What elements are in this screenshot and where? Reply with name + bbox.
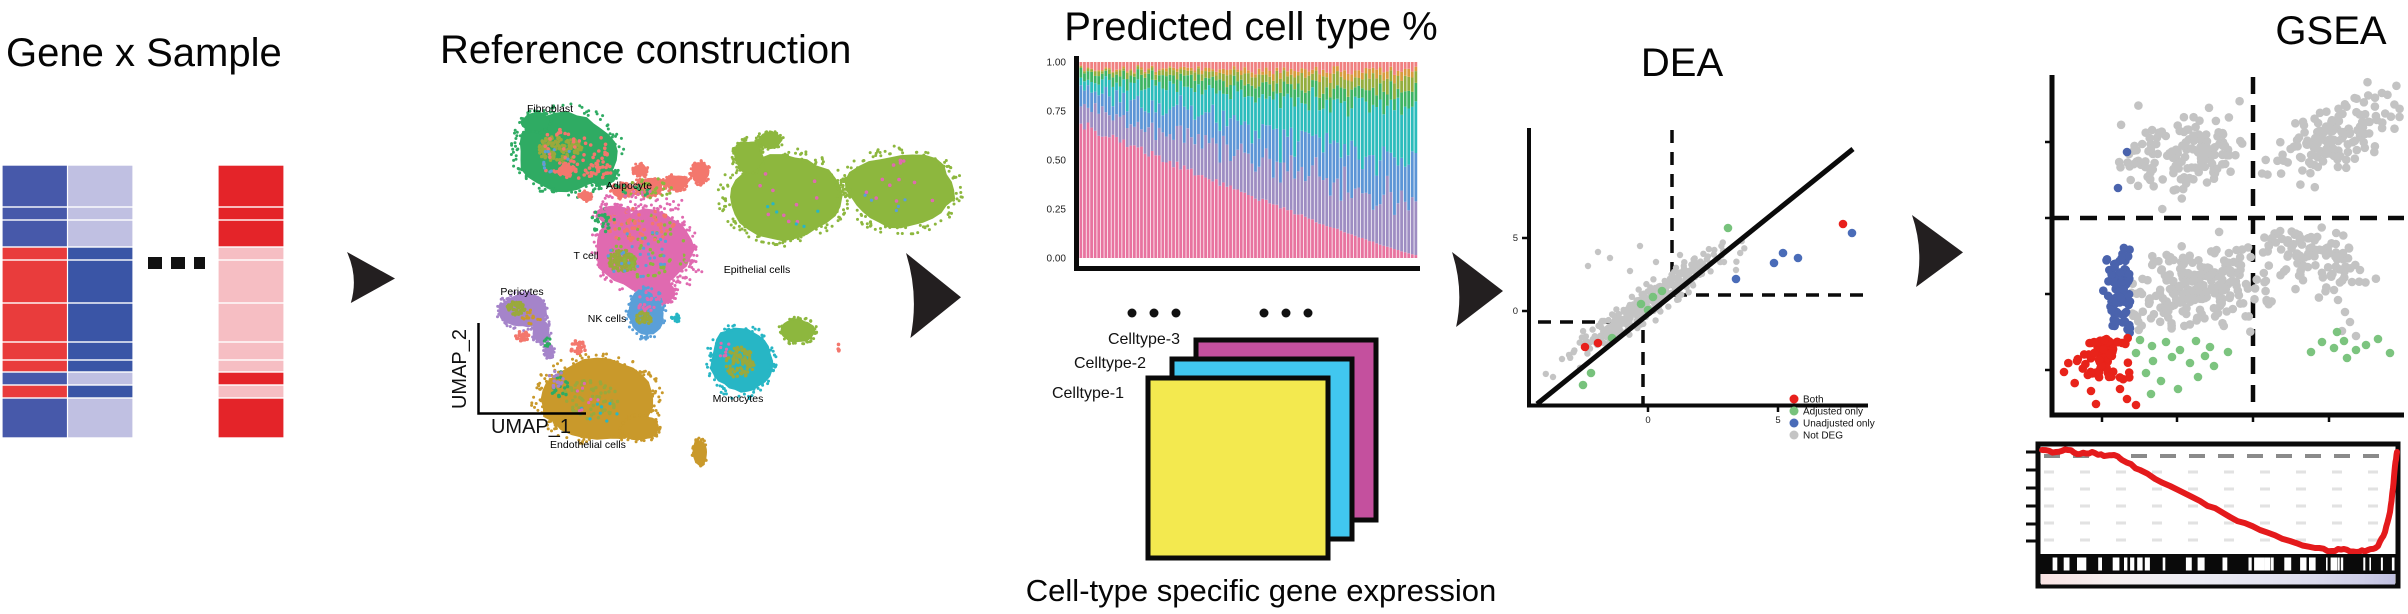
dea-legend: Both Adjusted only Unadjusted only Not D… [1789,394,1875,442]
legend-label-both: Both [1803,395,1824,406]
ellipsis-dots-icon [148,257,205,269]
celltype-1-label: Celltype-1 [1052,385,1124,402]
umap-label-adipocyte: Adipocyte [606,180,652,192]
ellipsis-dots-icon [1127,308,1313,318]
legend-label-notdeg: Not DEG [1803,431,1843,442]
legend-dot-adjusted [1789,406,1799,416]
dea-axis-ticks [1522,236,1780,412]
bar-ytick: 1.00 [1047,58,1067,69]
gsea-axis [2049,75,2404,418]
celltype-caption: Cell-type specific gene expression [1026,573,1496,608]
umap-label-endothelial: Endothelial cells [550,439,626,451]
panel-title-gsea: GSEA [2275,9,2386,53]
ellipsis-dot [148,257,162,269]
flow-arrow-icon-3 [1452,252,1503,327]
panel-title-dea: DEA [1641,41,1724,85]
dea-ytick-5: 5 [1513,233,1518,244]
dea-xtick-5: 5 [1775,415,1780,426]
flow-arrow-icon-1 [347,252,395,303]
legend-dot-both [1789,394,1799,404]
umap-label-pericytes: Pericytes [500,286,543,298]
ellipsis-dot [171,257,185,269]
umap-x-axis-label: UMAP_1 [491,416,571,438]
panel-title-gene-sample: Gene x Sample [6,31,282,75]
legend-dot-notdeg [1789,430,1799,440]
dea-xtick-0: 0 [1645,415,1650,426]
dea-ytick-0: 0 [1513,306,1518,317]
dea-axis [1527,128,1868,408]
umap-label-fibroblast: Fibroblast [527,103,573,115]
flow-arrow-icon-2 [906,253,961,338]
celltype-3-label: Celltype-3 [1108,331,1180,348]
bar-ytick: 0.75 [1047,107,1067,118]
umap-label-monocytes: Monocytes [713,393,764,405]
stacked-bar-chart [1079,62,1418,258]
gsea-scatter-points [2059,77,2404,410]
flow-arrow-icon-4 [1912,215,1963,287]
legend-label-adjusted: Adjusted only [1803,407,1863,418]
enrichment-gridlines [2044,470,2392,542]
umap-plot [496,102,964,468]
rank-metric-gradient [2041,574,2395,585]
gene-sample-column [218,165,284,438]
panel-title-predicted: Predicted cell type % [1064,5,1438,49]
dea-identity-line [1535,147,1855,406]
bar-chart-axis [1074,56,1420,271]
bar-ytick: 0.00 [1047,254,1067,265]
panel-title-reference: Reference construction [440,28,851,72]
gsea-axis-ticks [2045,140,2331,422]
gsea-enrichment-plot [2026,441,2401,589]
enrichment-y-ticks [2026,450,2038,543]
bar-ytick: 0.50 [1047,156,1067,167]
umap-y-axis-label: UMAP_2 [449,329,471,409]
legend-dot-unadjusted [1789,418,1799,428]
umap-label-tcell: T cell [574,250,599,262]
celltype-2-label: Celltype-2 [1074,355,1146,372]
bar-ytick: 0.25 [1047,205,1067,216]
celltype-1-matrix [1145,375,1331,561]
ellipsis-dot [194,257,205,269]
enrichment-score-curve [2039,446,2400,555]
gene-hit-barcode-gaps [2052,557,2395,571]
gene-sample-heatmap [2,165,133,438]
gsea-quadrant-dashes [2052,77,2404,415]
legend-label-unadjusted: Unadjusted only [1803,419,1875,430]
umap-label-nkcells: NK cells [588,313,627,325]
umap-axis [477,323,586,415]
umap-label-epithelial: Epithelial cells [724,264,791,276]
